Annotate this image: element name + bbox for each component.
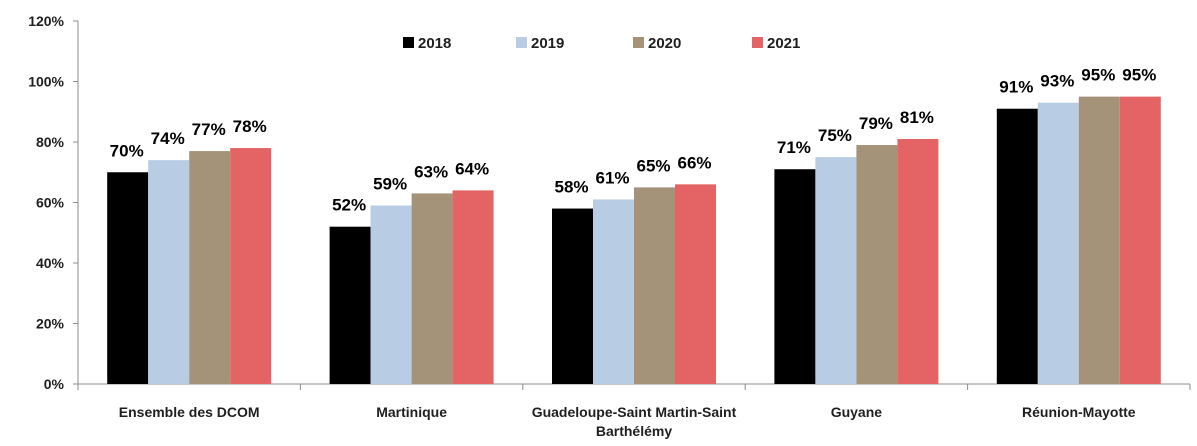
data-label: 58% (554, 178, 588, 197)
x-tick-label: Ensemble des DCOM (118, 404, 260, 420)
data-label: 70% (110, 141, 144, 160)
data-label: 78% (233, 117, 267, 136)
bar (148, 160, 190, 384)
bar (329, 226, 371, 384)
bar (996, 108, 1038, 384)
data-label: 52% (332, 196, 366, 215)
bar (634, 187, 675, 384)
data-label: 61% (595, 168, 629, 187)
y-tick-label: 40% (36, 255, 65, 271)
bar (1078, 96, 1120, 384)
x-tick-label: Réunion-Mayotte (1022, 404, 1136, 420)
bar (1119, 96, 1161, 384)
y-tick-label: 120% (28, 13, 64, 29)
legend-swatch (633, 37, 644, 48)
y-tick-label: 0% (44, 376, 65, 392)
legend-swatch (516, 37, 527, 48)
data-label: 77% (192, 120, 226, 139)
bar (856, 145, 898, 384)
data-label: 63% (414, 162, 448, 181)
bar (1037, 102, 1079, 385)
data-label: 95% (1081, 66, 1115, 85)
bar (230, 148, 272, 384)
data-label: 93% (1040, 72, 1074, 91)
data-label: 71% (777, 138, 811, 157)
data-label: 91% (999, 78, 1033, 97)
bar (897, 138, 939, 384)
y-tick-label: 80% (36, 134, 65, 150)
bar (552, 208, 593, 384)
data-label: 66% (677, 153, 711, 172)
legend-label: 2021 (767, 35, 800, 52)
data-label: 81% (900, 108, 934, 127)
y-tick-label: 20% (36, 316, 65, 332)
bar (593, 199, 634, 384)
bar (189, 151, 231, 384)
bar (452, 190, 494, 384)
legend-label: 2020 (648, 35, 681, 52)
legend-label: 2018 (418, 35, 451, 52)
bar (411, 193, 453, 384)
data-label: 59% (373, 175, 407, 194)
data-label: 79% (859, 114, 893, 133)
bar (815, 157, 857, 384)
y-tick-label: 60% (36, 195, 65, 211)
data-label: 75% (818, 126, 852, 145)
data-label: 74% (151, 129, 185, 148)
data-label: 95% (1122, 66, 1156, 85)
legend-label: 2019 (531, 35, 564, 52)
bar (107, 172, 149, 384)
data-label: 64% (455, 159, 489, 178)
x-tick-label: Martinique (376, 404, 447, 420)
data-label: 65% (636, 156, 670, 175)
bar (774, 169, 816, 384)
bar (370, 205, 412, 384)
y-tick-label: 100% (28, 74, 64, 90)
legend-swatch (403, 37, 414, 48)
x-tick-label: Guyane (830, 404, 883, 420)
bar (675, 184, 716, 384)
legend-swatch (752, 37, 763, 48)
x-tick-label: Guadeloupe-Saint Martin-Saint Barthélémy (531, 404, 737, 439)
